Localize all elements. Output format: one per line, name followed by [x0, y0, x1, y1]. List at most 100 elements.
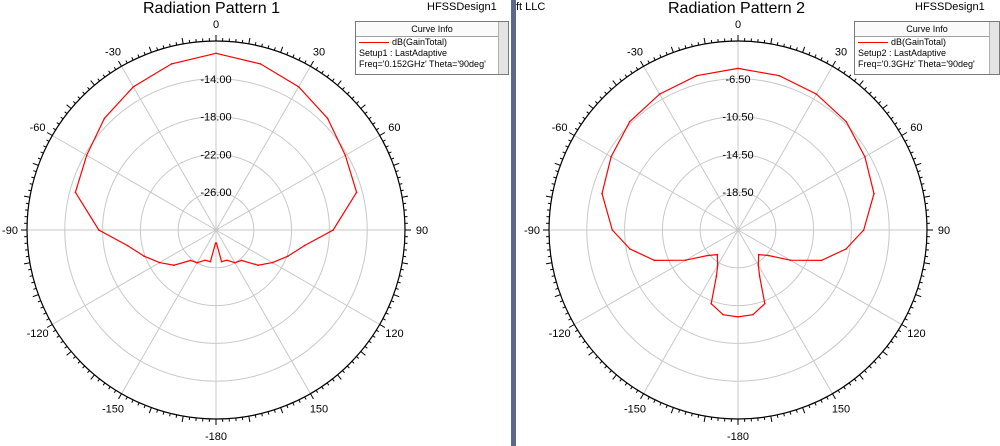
angle-tick: [882, 351, 888, 356]
angle-tick: [385, 145, 389, 148]
angle-tick: [391, 300, 395, 303]
angle-tick: [169, 413, 171, 417]
angle-tick: [399, 275, 403, 277]
angle-tick: [684, 45, 687, 49]
angle-tick: [659, 54, 662, 58]
legend-entry[interactable]: dB(GainTotal): [356, 37, 508, 48]
angle-tick: [921, 275, 925, 277]
angle-tick: [29, 275, 33, 277]
angle-tick: [568, 132, 575, 136]
angle-tick: [832, 60, 836, 67]
angle-tick: [640, 60, 644, 67]
angle-tick: [599, 360, 603, 364]
trace-swatch: [858, 42, 888, 44]
radial-label: -18.50: [722, 187, 753, 199]
angle-tick: [703, 37, 706, 44]
angle-tick: [40, 151, 44, 154]
legend-scrollbar[interactable]: [989, 22, 999, 74]
angle-tick: [550, 189, 554, 192]
angle-tick: [776, 42, 779, 46]
angle-tick: [397, 176, 401, 179]
angle-label: 30: [313, 47, 325, 59]
angle-tick: [568, 324, 575, 328]
angle-tick: [118, 393, 122, 400]
angle-tick: [594, 101, 598, 104]
angle-tick: [868, 365, 872, 369]
grid-spoke: [737, 229, 902, 325]
angle-tick: [910, 151, 914, 154]
panel-divider[interactable]: [511, 0, 516, 446]
trace-point: [684, 259, 687, 262]
angle-tick: [612, 374, 617, 380]
grid-spoke: [215, 66, 311, 231]
angle-tick: [919, 281, 923, 284]
trace-point: [716, 253, 719, 256]
angle-tick: [551, 275, 555, 277]
angle-tick: [886, 345, 890, 349]
trace-point: [864, 156, 866, 158]
grid-spoke: [215, 229, 311, 394]
trace-point: [189, 259, 192, 262]
angle-tick: [310, 60, 314, 67]
angle-tick: [859, 80, 864, 86]
angle-tick: [52, 329, 56, 333]
angle-tick: [553, 281, 557, 284]
radial-label: -10.50: [722, 112, 753, 124]
angle-tick: [131, 57, 134, 61]
trace-point: [610, 156, 612, 158]
angle-tick: [113, 66, 117, 70]
angle-tick: [32, 294, 39, 298]
angle-tick: [351, 96, 355, 100]
radial-label: -22.00: [200, 149, 231, 161]
legend-entry[interactable]: dB(GainTotal): [855, 37, 999, 48]
angle-tick: [913, 300, 917, 303]
angle-tick: [356, 356, 360, 359]
corner-text: ft LLC: [516, 1, 546, 13]
curve-info-legend[interactable]: Curve Info dB(GainTotal) Setup2 : LastAd…: [854, 21, 1000, 75]
angle-tick: [286, 51, 289, 55]
angle-label: 120: [385, 328, 403, 340]
angle-tick: [832, 393, 836, 400]
angle-tick: [72, 101, 76, 104]
angle-tick: [604, 365, 608, 369]
angle-tick: [901, 132, 908, 136]
angle-tick: [789, 45, 792, 49]
angle-tick: [156, 47, 159, 51]
trace-point: [737, 67, 739, 70]
angle-tick: [261, 43, 263, 47]
angle-tick: [653, 57, 656, 61]
angle-tick: [697, 42, 700, 46]
angle-tick: [864, 86, 867, 90]
curve-info-legend[interactable]: Curve Info dB(GainTotal) Setup1 : LastAd…: [355, 21, 509, 75]
angle-tick: [356, 101, 360, 104]
angle-tick: [273, 47, 276, 51]
chart-title: Radiation Pattern 1: [143, 0, 280, 17]
trace-point: [126, 244, 129, 247]
legend-freq: Freq='0.3GHz' Theta='90deg': [858, 59, 975, 69]
angle-tick: [64, 345, 68, 349]
angle-tick: [545, 195, 552, 198]
angle-tick: [46, 139, 50, 142]
angle-tick: [795, 409, 798, 413]
angle-tick: [108, 70, 111, 74]
angle-tick: [97, 78, 100, 82]
angle-tick: [175, 42, 178, 46]
angle-tick: [665, 405, 668, 409]
angle-tick: [304, 396, 307, 400]
angle-tick: [691, 43, 693, 47]
legend-scrollbar[interactable]: [498, 22, 508, 74]
angle-tick: [321, 70, 324, 74]
angle-tick: [31, 176, 35, 179]
angle-tick: [574, 329, 578, 333]
angle-tick: [820, 399, 823, 403]
angle-tick: [814, 402, 817, 406]
angle-tick: [321, 386, 324, 390]
angle-tick: [32, 162, 39, 166]
angle-tick: [808, 405, 811, 409]
angle-tick: [697, 414, 700, 418]
angle-tick: [837, 66, 841, 70]
angle-tick: [917, 287, 921, 290]
angle-tick: [619, 78, 622, 82]
angle-tick: [691, 413, 693, 417]
angle-tick: [298, 399, 301, 403]
